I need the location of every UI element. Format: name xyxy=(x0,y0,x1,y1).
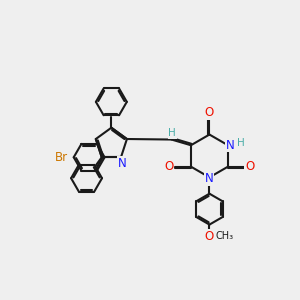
Text: CH₃: CH₃ xyxy=(216,231,234,241)
Text: N: N xyxy=(118,157,127,170)
Text: O: O xyxy=(245,160,254,173)
Text: N: N xyxy=(225,139,234,152)
Text: Br: Br xyxy=(55,151,68,164)
Text: O: O xyxy=(165,160,174,173)
Text: N: N xyxy=(205,172,214,185)
Text: O: O xyxy=(205,230,214,243)
Text: O: O xyxy=(205,106,214,119)
Text: H: H xyxy=(168,128,176,138)
Text: H: H xyxy=(238,139,245,148)
